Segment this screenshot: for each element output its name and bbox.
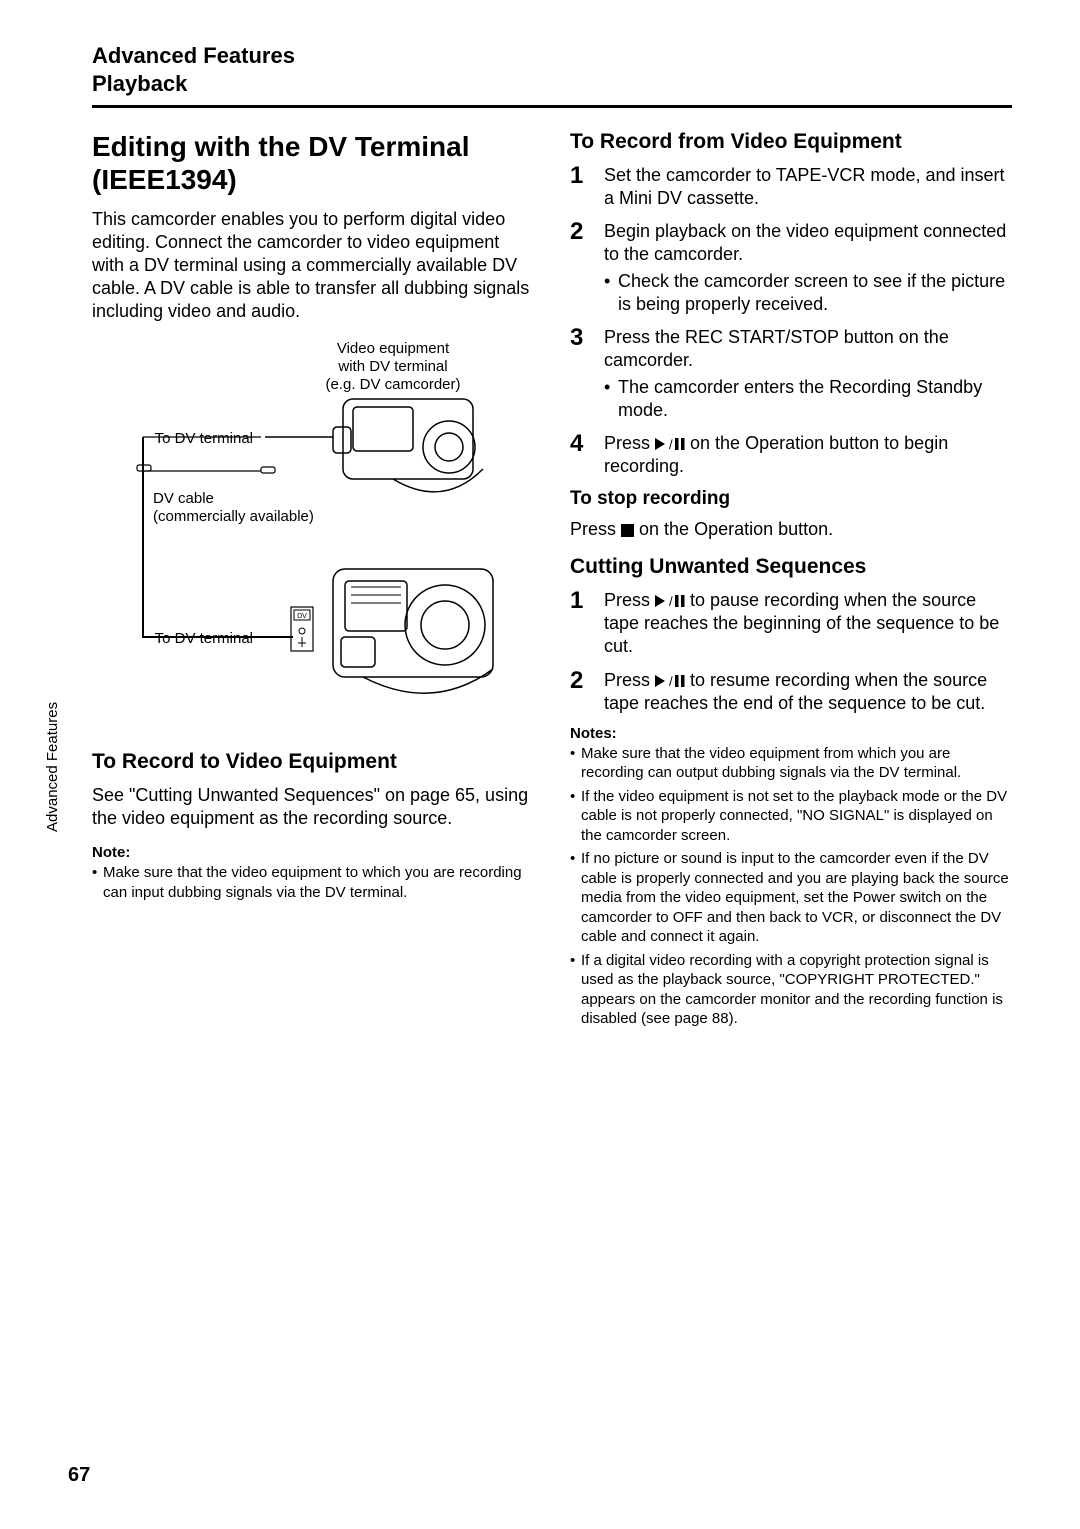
step-number: 4 (570, 432, 590, 478)
notes-label-right: Notes: (570, 725, 1012, 742)
step-3: 3 Press the REC START/STOP button on the… (570, 326, 1012, 422)
svg-text:/: / (669, 594, 673, 608)
step-number: 3 (570, 326, 590, 422)
diagram-cable-2: (commercially available) (153, 508, 314, 525)
play-pause-icon: / (655, 674, 685, 688)
step-number: 2 (570, 669, 590, 715)
svg-text:/: / (669, 437, 673, 451)
note-bullet-left: Make sure that the video equipment to wh… (92, 863, 534, 902)
step-text: Set the camcorder to TAPE-VCR mode, and … (604, 164, 1012, 210)
subheading-record-to: To Record to Video Equipment (92, 750, 534, 774)
lower-camcorder-icon (333, 569, 493, 693)
step-text: Press the REC START/STOP button on the c… (604, 326, 1012, 422)
step-subbullet: The camcorder enters the Recording Stand… (604, 376, 1012, 422)
stop-pre: Press (570, 519, 621, 539)
right-column: To Record from Video Equipment 1 Set the… (570, 130, 1012, 1033)
step-subbullet: Check the camcorder screen to see if the… (604, 270, 1012, 316)
diagram-terminal-2: To DV terminal (155, 630, 253, 647)
stop-recording-body: Press on the Operation button. (570, 518, 1012, 541)
cut1-pre: Press (604, 590, 655, 610)
notes-bullet-3: If no picture or sound is input to the c… (570, 849, 1012, 947)
page-number: 67 (68, 1464, 90, 1487)
cut-step-1: 1 Press / to pause recording when the so… (570, 589, 1012, 658)
page-header: Advanced Features Playback (92, 42, 1012, 97)
stop-icon (621, 524, 634, 537)
cut2-pre: Press (604, 670, 655, 690)
subheading-cutting: Cutting Unwanted Sequences (570, 555, 1012, 579)
record-to-body: See "Cutting Unwanted Sequences" on page… (92, 784, 534, 830)
step-number: 1 (570, 589, 590, 658)
step-number: 2 (570, 220, 590, 316)
play-pause-icon: / (655, 437, 685, 451)
header-line-2: Playback (92, 70, 1012, 98)
content-columns: Editing with the DV Terminal (IEEE1394) … (92, 130, 1012, 1033)
intro-paragraph: This camcorder enables you to perform di… (92, 208, 534, 323)
step-4: 4 Press / on the Operation button to beg… (570, 432, 1012, 478)
note-label-left: Note: (92, 844, 534, 861)
diagram-label-top3: (e.g. DV camcorder) (325, 376, 460, 393)
dv-label: DV (297, 613, 307, 620)
notes-bullet-2: If the video equipment is not set to the… (570, 787, 1012, 846)
notes-bullet-4: If a digital video recording with a copy… (570, 951, 1012, 1029)
step-2: 2 Begin playback on the video equipment … (570, 220, 1012, 316)
step-text: Begin playback on the video equipment co… (604, 220, 1012, 316)
step-text-main: Begin playback on the video equipment co… (604, 221, 1006, 264)
left-column: Editing with the DV Terminal (IEEE1394) … (92, 130, 534, 1033)
step-number: 1 (570, 164, 590, 210)
header-rule (92, 105, 1012, 108)
stop-recording-heading: To stop recording (570, 488, 1012, 510)
step-1: 1 Set the camcorder to TAPE-VCR mode, an… (570, 164, 1012, 210)
step-text: Press / to pause recording when the sour… (604, 589, 1012, 658)
subheading-record-from: To Record from Video Equipment (570, 130, 1012, 154)
connection-diagram: Video equipment with DV terminal (e.g. D… (92, 337, 534, 717)
main-title: Editing with the DV Terminal (IEEE1394) (92, 130, 534, 196)
notes-bullet-1: Make sure that the video equipment from … (570, 744, 1012, 783)
step-text: Press / on the Operation button to begin… (604, 432, 1012, 478)
step-text-main: Press the REC START/STOP button on the c… (604, 327, 949, 370)
side-tab: Advanced Features (44, 702, 61, 832)
step4-pre: Press (604, 433, 655, 453)
upper-camcorder-icon (333, 399, 483, 492)
play-pause-icon: / (655, 594, 685, 608)
diagram-label-top2: with DV terminal (337, 358, 447, 375)
header-line-1: Advanced Features (92, 42, 1012, 70)
stop-post: on the Operation button. (634, 519, 833, 539)
diagram-label-top1: Video equipment (337, 340, 450, 357)
diagram-terminal-1: To DV terminal (155, 430, 253, 447)
svg-text:/: / (669, 674, 673, 688)
cut-step-2: 2 Press / to resume recording when the s… (570, 669, 1012, 715)
diagram-cable-1: DV cable (153, 490, 214, 507)
step-text: Press / to resume recording when the sou… (604, 669, 1012, 715)
